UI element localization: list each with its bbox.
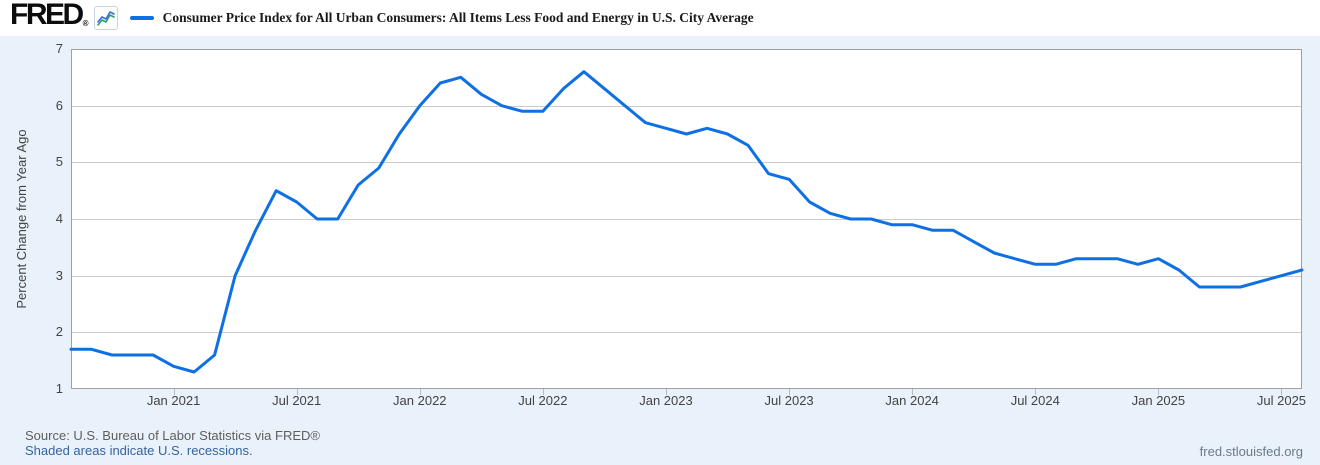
fred-sparkline-icon [93, 6, 118, 30]
chart-header: FRED® Consumer Price Index for All Urban… [0, 0, 1320, 36]
source-attribution: Source: U.S. Bureau of Labor Statistics … [25, 428, 320, 443]
x-tick-label: Jul 2021 [272, 393, 322, 408]
x-tick-label: Jan 2023 [639, 393, 693, 408]
y-tick-label-6: 6 [55, 97, 63, 113]
y-tick-label-5: 5 [55, 154, 63, 170]
fred-url-link[interactable]: fred.stlouisfed.org [1199, 444, 1303, 459]
x-tick-label: Jan 2022 [393, 393, 447, 408]
series-legend-swatch [129, 16, 154, 20]
x-tick-label: Jan 2025 [1131, 393, 1186, 408]
registered-mark: ® [82, 18, 89, 28]
y-tick-label-7: 7 [55, 41, 63, 56]
x-tick-label: Jul 2024 [1010, 393, 1060, 408]
recession-shading-link[interactable]: Shaded areas indicate U.S. recessions. [25, 443, 253, 458]
chart-footer: Source: U.S. Bureau of Labor Statistics … [25, 428, 320, 458]
y-tick-label-3: 3 [55, 267, 63, 283]
x-tick-label: Jul 2025 [1256, 393, 1307, 408]
fred-logo-text: FRED [10, 0, 84, 31]
x-tick-label: Jan 2024 [885, 393, 939, 408]
fred-logo[interactable]: FRED® [10, 0, 89, 37]
x-tick-label: Jul 2022 [518, 393, 568, 408]
y-tick-label-1: 1 [55, 381, 63, 396]
cpi-core-series-line[interactable] [69, 70, 1304, 374]
x-tick-label: Jul 2023 [764, 393, 814, 408]
series-title[interactable]: Consumer Price Index for All Urban Consu… [162, 10, 754, 25]
y-tick-label-2: 2 [55, 324, 63, 340]
plot-area[interactable] [69, 49, 1304, 397]
x-tick-label: Jan 2021 [146, 393, 201, 408]
y-tick-label-4: 4 [55, 211, 63, 226]
